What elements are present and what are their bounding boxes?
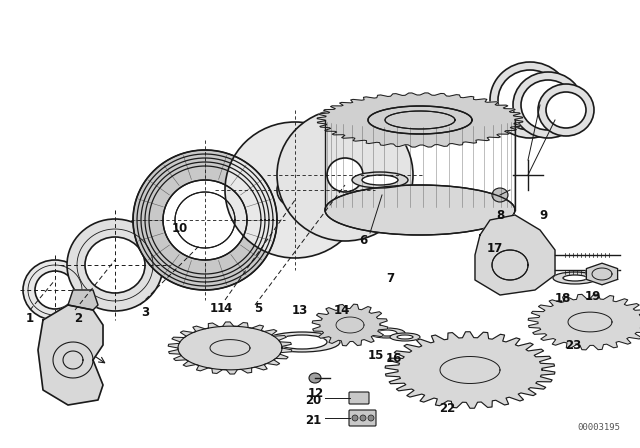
Ellipse shape [563, 275, 587, 281]
Text: 15: 15 [368, 349, 384, 362]
Text: 13: 13 [292, 303, 308, 316]
Text: 10: 10 [172, 221, 188, 234]
Text: 00003195: 00003195 [577, 423, 620, 432]
Ellipse shape [225, 122, 365, 258]
Ellipse shape [325, 185, 515, 235]
Ellipse shape [492, 188, 508, 202]
Text: 18: 18 [555, 292, 571, 305]
Circle shape [206, 329, 216, 339]
Ellipse shape [492, 250, 528, 280]
Text: 12: 12 [308, 387, 324, 400]
Circle shape [187, 343, 197, 353]
Ellipse shape [277, 173, 313, 207]
Text: 19: 19 [585, 289, 601, 302]
Text: 23: 23 [565, 339, 581, 352]
Ellipse shape [415, 345, 525, 395]
Text: 9: 9 [539, 208, 547, 221]
Circle shape [206, 357, 216, 367]
Ellipse shape [385, 111, 455, 129]
Ellipse shape [513, 72, 583, 138]
Ellipse shape [200, 336, 260, 361]
Ellipse shape [352, 172, 408, 188]
Ellipse shape [67, 219, 163, 311]
Text: 20: 20 [305, 393, 321, 406]
Text: 6: 6 [359, 233, 367, 246]
Ellipse shape [546, 92, 586, 128]
Ellipse shape [277, 109, 413, 241]
Text: 1: 1 [26, 311, 34, 324]
Ellipse shape [377, 330, 397, 336]
Text: 11: 11 [210, 302, 226, 314]
Text: 7: 7 [386, 271, 394, 284]
Text: 17: 17 [487, 241, 503, 254]
Ellipse shape [390, 333, 420, 341]
Polygon shape [475, 215, 555, 295]
Text: 3: 3 [141, 306, 149, 319]
Ellipse shape [133, 150, 277, 290]
FancyBboxPatch shape [349, 410, 376, 426]
Circle shape [244, 329, 254, 339]
Polygon shape [168, 322, 292, 374]
Polygon shape [68, 290, 98, 310]
Ellipse shape [369, 328, 405, 338]
Polygon shape [38, 305, 103, 405]
Text: 4: 4 [224, 302, 232, 314]
Ellipse shape [85, 237, 145, 293]
Polygon shape [586, 263, 618, 285]
Circle shape [244, 357, 254, 367]
Ellipse shape [368, 106, 472, 134]
Ellipse shape [498, 70, 562, 130]
Ellipse shape [35, 271, 75, 309]
Ellipse shape [555, 306, 625, 338]
Circle shape [368, 415, 374, 421]
Ellipse shape [452, 362, 488, 378]
Ellipse shape [264, 332, 340, 352]
Text: 2: 2 [74, 311, 82, 324]
FancyBboxPatch shape [349, 392, 369, 404]
Circle shape [263, 343, 273, 353]
Polygon shape [312, 304, 388, 346]
Ellipse shape [521, 80, 575, 130]
Ellipse shape [277, 335, 327, 349]
Circle shape [352, 415, 358, 421]
Ellipse shape [490, 62, 570, 138]
Ellipse shape [309, 373, 321, 383]
Ellipse shape [328, 313, 372, 337]
Text: 22: 22 [439, 401, 455, 414]
Polygon shape [385, 332, 555, 408]
Ellipse shape [362, 175, 398, 185]
Ellipse shape [23, 260, 87, 320]
Polygon shape [317, 93, 523, 147]
Ellipse shape [327, 158, 363, 192]
Ellipse shape [553, 272, 597, 284]
Text: 14: 14 [334, 303, 350, 316]
Text: 8: 8 [496, 208, 504, 221]
Polygon shape [528, 294, 640, 350]
Text: 5: 5 [254, 302, 262, 314]
Ellipse shape [163, 180, 247, 260]
Text: 21: 21 [305, 414, 321, 426]
Ellipse shape [397, 335, 413, 339]
Circle shape [360, 415, 366, 421]
Text: 16: 16 [386, 352, 402, 365]
Ellipse shape [538, 84, 594, 136]
